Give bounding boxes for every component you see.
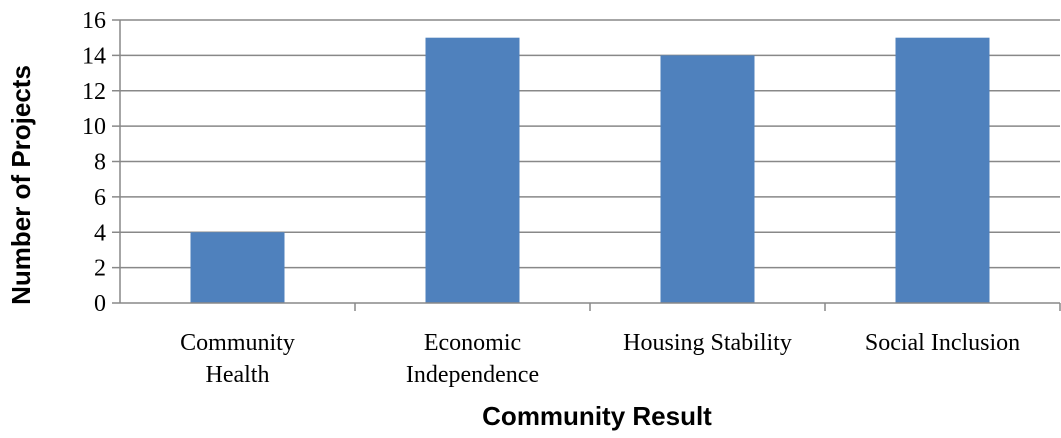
y-tick-label-6: 6 [94, 185, 106, 211]
y-tick-label-10: 10 [82, 114, 106, 140]
y-tick-label-14: 14 [82, 43, 106, 69]
x-category-label-3: Social Inclusion [865, 330, 1020, 356]
x-category-label-2: Housing Stability [623, 330, 792, 356]
bar-1 [425, 37, 520, 303]
y-axis-title: Number of Projects [6, 65, 36, 305]
x-category-label-1: Economic Independence [406, 330, 539, 388]
bar-2 [660, 55, 755, 303]
bar-0 [190, 232, 285, 303]
x-category-labels: Community Health Economic Independence Housi… [180, 330, 1020, 388]
bar-3 [895, 37, 990, 303]
y-tick-label-16: 16 [82, 8, 106, 34]
x-category-label-0: Community Health [180, 330, 295, 388]
y-tick-label-4: 4 [94, 220, 106, 246]
y-tick-label-2: 2 [94, 256, 106, 282]
x-axis-title: Community Result [482, 401, 712, 431]
bars [190, 37, 990, 303]
y-tick-label-8: 8 [94, 150, 106, 176]
y-tick-label-12: 12 [82, 79, 106, 105]
y-tick-labels: 0 2 4 6 8 10 12 14 16 [82, 8, 106, 317]
axes [112, 19, 1061, 311]
y-tick-label-0: 0 [94, 291, 106, 317]
